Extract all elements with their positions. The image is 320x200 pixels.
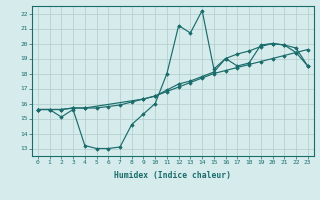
- X-axis label: Humidex (Indice chaleur): Humidex (Indice chaleur): [114, 171, 231, 180]
